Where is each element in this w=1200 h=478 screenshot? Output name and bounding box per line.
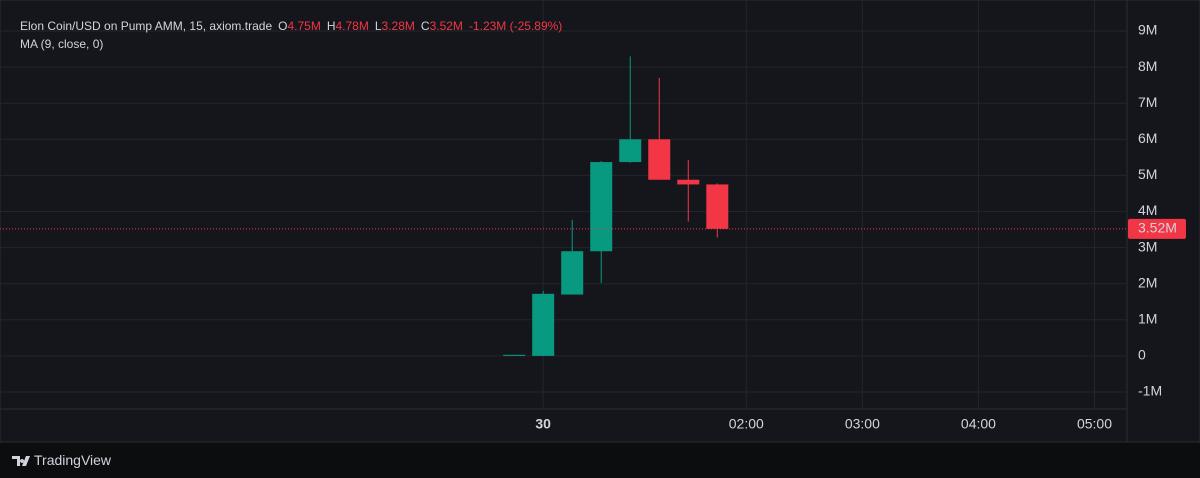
y-tick-label: 3M — [1138, 238, 1157, 254]
footer: TradingView — [34, 452, 112, 468]
indicator: MA (9, close, 0) — [20, 37, 104, 51]
y-tick-label: 2M — [1138, 274, 1157, 290]
candle-body — [706, 184, 729, 229]
x-tick-label: 05:00 — [1077, 416, 1112, 432]
x-tick-label: 03:00 — [845, 416, 880, 432]
ohlc-key: H — [326, 19, 336, 33]
y-tick-label: -1M — [1138, 383, 1162, 399]
legend-header: Elon Coin/USD on Pump AMM, 15, axiom.tra… — [20, 19, 568, 33]
y-tick-label: 4M — [1138, 202, 1157, 218]
y-tick-label: 7M — [1138, 94, 1157, 110]
candle-body — [619, 139, 642, 163]
candle-body — [590, 162, 613, 252]
y-tick-label: 8M — [1138, 58, 1157, 74]
ohlc-key: C — [420, 19, 430, 33]
ohlc-value: 4.75M — [287, 19, 321, 33]
ohlc-value: 4.78M — [335, 19, 369, 33]
y-tick-label: 9M — [1138, 22, 1157, 38]
price-label-bg — [1128, 218, 1186, 239]
y-tick-label: 1M — [1138, 311, 1157, 327]
ohlc-key: L — [374, 19, 382, 33]
logo — [12, 456, 30, 466]
change: -1.23M (-25.89%) — [468, 19, 563, 33]
ohlc-key: O — [278, 19, 288, 33]
x-tick-label: 30 — [535, 416, 551, 432]
price-label: 3.52M — [1138, 220, 1177, 236]
candle-body — [532, 293, 555, 356]
x-tick-label: 04:00 — [961, 416, 996, 432]
y-tick-label: 0 — [1138, 347, 1146, 363]
candle-body — [677, 179, 700, 185]
ohlc-value: 3.52M — [429, 19, 463, 33]
frame — [0, 0, 1200, 443]
y-tick-label: 5M — [1138, 166, 1157, 182]
candle-body — [648, 139, 671, 180]
title: Elon Coin/USD on Pump AMM, 15, axiom.tra… — [20, 19, 273, 33]
x-tick-label: 02:00 — [729, 416, 764, 432]
candle-body — [561, 251, 584, 295]
candle-body — [503, 354, 526, 356]
ohlc-value: 3.28M — [381, 19, 415, 33]
y-tick-label: 6M — [1138, 130, 1157, 146]
